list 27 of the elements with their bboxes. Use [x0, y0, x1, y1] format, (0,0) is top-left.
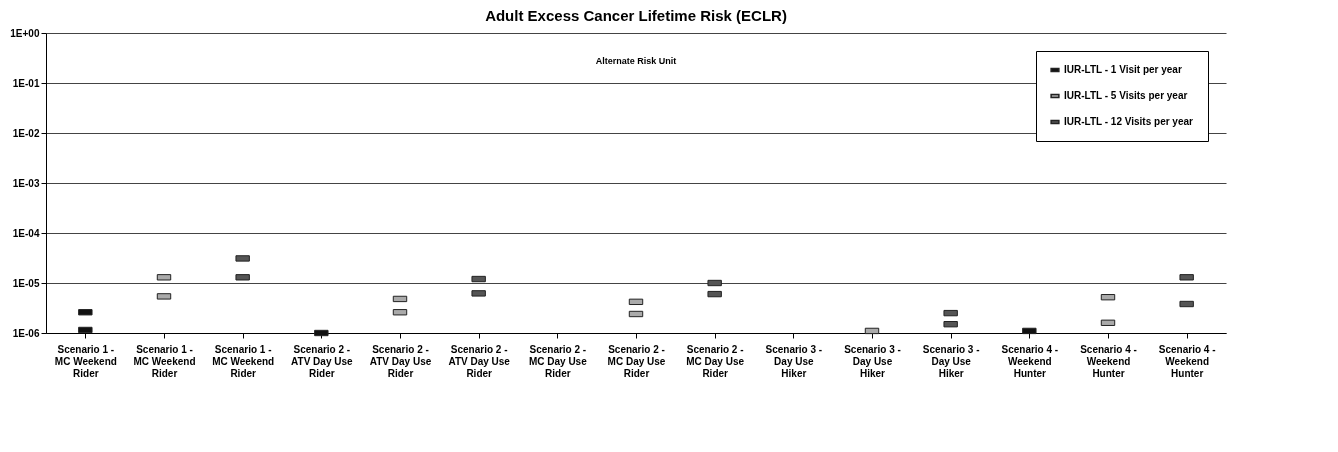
x-tick-label: Scenario 2 - ATV Day Use Rider: [369, 343, 432, 379]
x-tick-label: Scenario 2 - ATV Day Use Rider: [448, 343, 511, 379]
x-tick-label: Scenario 3 - Day Use Hiker: [922, 343, 980, 379]
x-tick-label: Scenario 2 - MC Day Use Rider: [528, 343, 588, 379]
x-tick-label: Scenario 4 - Weekend Hunter: [1158, 343, 1216, 379]
chart-title: Adult Excess Cancer Lifetime Risk (ECLR): [485, 7, 787, 24]
y-tick-label: 1E-02: [12, 127, 40, 139]
x-tick-label: Scenario 4 - Weekend Hunter: [1001, 343, 1059, 379]
x-tick-label: Scenario 2 - MC Day Use Rider: [607, 343, 666, 379]
y-tick-label: 1E-05: [12, 277, 40, 289]
legend-label: IUR-LTL - 5 Visits per year: [1064, 90, 1188, 101]
x-tick-label: Scenario 3 - Day Use Hiker: [765, 343, 823, 379]
legend-label: IUR-LTL - 1 Visit per year: [1064, 64, 1182, 75]
legend-label: IUR-LTL - 12 Visits per year: [1064, 116, 1194, 127]
x-tick-label: Scenario 4 - Weekend Hunter: [1080, 343, 1137, 379]
y-tick-label: 1E-04: [12, 227, 40, 239]
annotation: Alternate Risk Unit: [595, 56, 677, 66]
x-tick-label: Scenario 3 - Day Use Hiker: [844, 343, 901, 379]
x-tick-label: Scenario 1 - MC Weekend Rider: [54, 343, 117, 379]
y-tick-label: 1E-06: [12, 327, 40, 339]
y-tick-label: 1E+00: [10, 27, 40, 39]
x-tick-label: Scenario 1 - MC Weekend Rider: [212, 343, 275, 379]
x-tick-label: Scenario 1 - MC Weekend Rider: [133, 343, 196, 379]
y-tick-label: 1E-03: [12, 177, 40, 189]
x-tick-label: Scenario 2 - MC Day Use Rider: [686, 343, 745, 379]
y-tick-label: 1E-01: [12, 77, 40, 89]
x-tick-label: Scenario 2 - ATV Day Use Rider: [291, 343, 354, 379]
